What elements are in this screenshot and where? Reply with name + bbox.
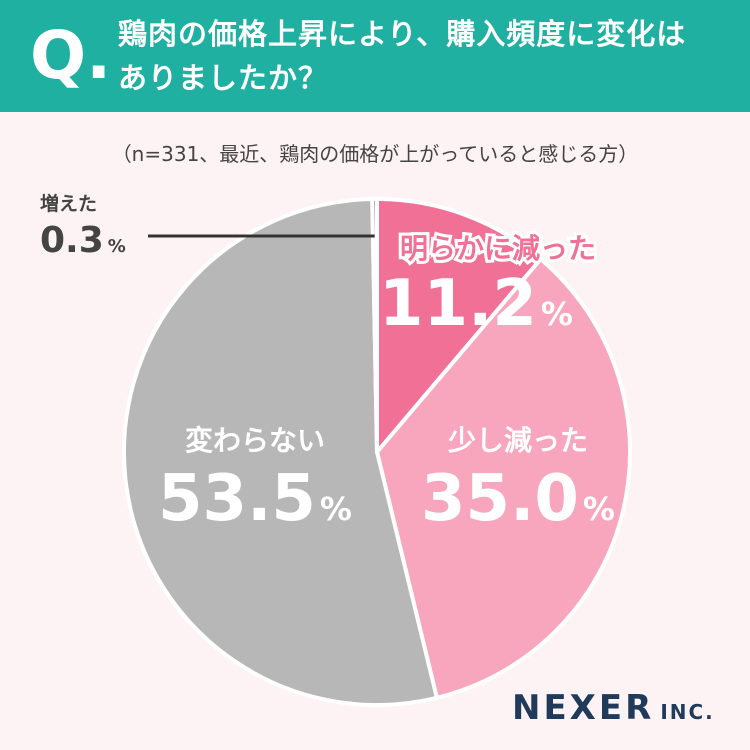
slice-label-3: 変わらない: [185, 424, 325, 457]
slice-value-2: 35.0%: [421, 462, 615, 536]
slice-value-1: 11.2%: [379, 267, 573, 341]
question-text: 鶏肉の価格上昇により、購入頻度に変化は ありましたか？: [118, 12, 728, 100]
slice-value-3: 53.5%: [158, 462, 352, 536]
slice-label-2: 少し減った: [448, 424, 588, 457]
question-header: Q. 鶏肉の価格上昇により、購入頻度に変化は ありましたか？: [0, 0, 750, 112]
brand-name: NEXER: [512, 688, 655, 728]
pie-slice-4: [370, 197, 379, 454]
pie-slice-2: [375, 257, 632, 700]
brand-logo: NEXER INC.: [512, 688, 715, 732]
pie-slice-3: [122, 197, 439, 707]
question-mark-label: Q.: [30, 17, 112, 94]
slice-value-4: 0.3%: [40, 220, 126, 261]
question-line-1: 鶏肉の価格上昇により、購入頻度に変化は: [118, 17, 687, 51]
question-line-2: ありましたか？: [118, 61, 329, 95]
brand-suffix: INC.: [660, 700, 715, 724]
slice-label-1: 明らかに減った: [400, 232, 596, 265]
pie-slice-1: [375, 197, 543, 454]
slice-label-4: 増えた: [40, 192, 97, 215]
sample-note: （n=331、最近、鶏肉の価格が上がっていると感じる方）: [111, 142, 639, 166]
